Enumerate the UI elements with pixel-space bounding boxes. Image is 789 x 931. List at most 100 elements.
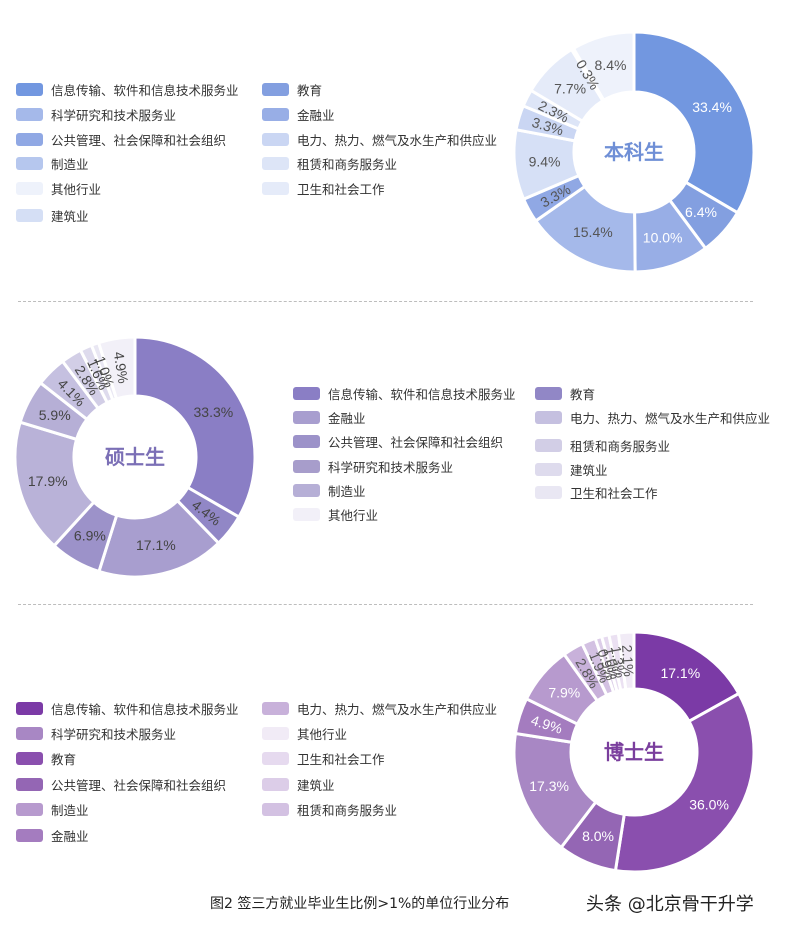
- slice-value-label: 33.4%: [692, 99, 732, 115]
- legend-item: 建筑业: [262, 775, 335, 794]
- legend-item: 电力、热力、燃气及水生产和供应业: [535, 408, 770, 427]
- slice-value-label: 7.7%: [554, 81, 586, 97]
- legend-label: 教育: [570, 387, 596, 402]
- legend-swatch: [16, 803, 43, 816]
- slice-value-label: 6.9%: [74, 527, 106, 543]
- legend-item: 教育: [262, 80, 322, 99]
- legend-label: 电力、热力、燃气及水生产和供应业: [570, 411, 771, 426]
- donut-center-label: 博士生: [604, 740, 664, 764]
- donut-chart-undergrad: 33.4%6.4%10.0%15.4%3.3%9.4%3.3%2.3%7.7%0…: [512, 30, 756, 274]
- legend-swatch: [293, 460, 320, 473]
- legend-item: 信息传输、软件和信息技术服务业: [16, 699, 239, 718]
- legend-item: 金融业: [16, 826, 89, 845]
- legend-swatch: [16, 182, 43, 195]
- legend-swatch: [16, 108, 43, 121]
- legend-item: 租赁和商务服务业: [262, 800, 397, 819]
- legend-label: 卫生和社会工作: [570, 486, 658, 501]
- legend-label: 教育: [51, 752, 77, 767]
- slice-value-label: 17.1%: [660, 665, 700, 681]
- legend-item: 卫生和社会工作: [262, 179, 385, 198]
- legend-label: 电力、热力、燃气及水生产和供应业: [297, 133, 498, 148]
- legend-label: 电力、热力、燃气及水生产和供应业: [297, 702, 498, 717]
- legend-item: 制造业: [293, 481, 366, 500]
- legend-item: 金融业: [262, 105, 335, 124]
- legend-item: 建筑业: [16, 206, 89, 225]
- slice-value-label: 9.4%: [529, 154, 561, 170]
- slice-value-label: 7.9%: [548, 685, 580, 701]
- legend-label: 金融业: [297, 108, 335, 123]
- legend-label: 建筑业: [51, 209, 89, 224]
- legend-label: 公共管理、社会保障和社会组织: [51, 133, 227, 148]
- section-divider: [18, 301, 753, 302]
- legend-swatch: [262, 157, 289, 170]
- legend-swatch: [535, 411, 562, 424]
- donut-center-label: 硕士生: [105, 445, 165, 469]
- donut-slice: [613, 691, 756, 874]
- legend-item: 电力、热力、燃气及水生产和供应业: [262, 130, 497, 149]
- legend-label: 制造业: [328, 484, 366, 499]
- legend-swatch: [16, 727, 43, 740]
- donut-slice: [96, 335, 137, 401]
- legend-label: 教育: [297, 83, 323, 98]
- donut-slice: [632, 30, 756, 215]
- legend-item: 其他行业: [262, 724, 347, 743]
- legend-item: 租赁和商务服务业: [262, 154, 397, 173]
- legend-label: 科学研究和技术服务业: [328, 460, 454, 475]
- donut-slice: [616, 630, 636, 692]
- legend-label: 公共管理、社会保障和社会组织: [328, 435, 504, 450]
- legend-item: 教育: [535, 384, 595, 403]
- donut-center-label: 本科生: [604, 140, 664, 164]
- legend-swatch: [16, 83, 43, 96]
- legend-label: 建筑业: [297, 778, 335, 793]
- legend-item: 制造业: [16, 154, 89, 173]
- donut-slice: [571, 30, 636, 103]
- legend-label: 信息传输、软件和信息技术服务业: [51, 702, 239, 717]
- legend-item: 其他行业: [293, 505, 378, 524]
- legend-swatch: [293, 508, 320, 521]
- legend-swatch: [262, 702, 289, 715]
- legend-swatch: [293, 411, 320, 424]
- legend-swatch: [16, 209, 43, 222]
- legend-item: 电力、热力、燃气及水生产和供应业: [262, 699, 497, 718]
- legend-item: 教育: [16, 749, 76, 768]
- slice-value-label: 15.4%: [573, 224, 613, 240]
- legend-item: 公共管理、社会保障和社会组织: [16, 130, 226, 149]
- slice-value-label: 4.9%: [111, 351, 132, 385]
- legend-label: 其他行业: [328, 508, 379, 523]
- slice-value-label: 8.0%: [582, 828, 614, 844]
- legend-swatch: [16, 157, 43, 170]
- legend-swatch: [293, 387, 320, 400]
- slice-value-label: 33.3%: [194, 404, 234, 420]
- legend-swatch: [16, 752, 43, 765]
- legend-label: 制造业: [51, 803, 89, 818]
- legend-label: 公共管理、社会保障和社会组织: [51, 778, 227, 793]
- legend-label: 信息传输、软件和信息技术服务业: [51, 83, 239, 98]
- slice-value-label: 1.3%: [608, 645, 629, 679]
- legend-label: 信息传输、软件和信息技术服务业: [328, 387, 516, 402]
- legend-label: 金融业: [51, 829, 89, 844]
- legend-item: 卫生和社会工作: [262, 749, 385, 768]
- legend-swatch: [16, 133, 43, 146]
- legend-item: 制造业: [16, 800, 89, 819]
- legend-label: 制造业: [51, 157, 89, 172]
- legend-swatch: [16, 829, 43, 842]
- legend-item: 信息传输、软件和信息技术服务业: [293, 384, 516, 403]
- watermark: 头条 @北京骨干升学: [586, 894, 754, 915]
- legend-item: 建筑业: [535, 460, 608, 479]
- legend-item: 信息传输、软件和信息技术服务业: [16, 80, 239, 99]
- panel-undergrad: 信息传输、软件和信息技术服务业 科学研究和技术服务业 公共管理、社会保障和社会组…: [0, 0, 789, 300]
- slice-value-label: 17.1%: [136, 537, 176, 553]
- slice-value-label: 17.3%: [529, 778, 569, 794]
- legend-label: 租赁和商务服务业: [297, 157, 398, 172]
- legend-label: 租赁和商务服务业: [297, 803, 398, 818]
- legend-item: 科学研究和技术服务业: [293, 457, 453, 476]
- slice-value-label: 8.4%: [595, 57, 627, 73]
- figure-caption: 图2 签三方就业毕业生比例>1%的单位行业分布: [210, 896, 510, 912]
- legend-swatch: [262, 727, 289, 740]
- section-divider: [18, 604, 753, 605]
- legend-label: 建筑业: [570, 463, 608, 478]
- legend-item: 卫生和社会工作: [535, 483, 658, 502]
- legend-swatch: [262, 803, 289, 816]
- legend-item: 租赁和商务服务业: [535, 436, 670, 455]
- legend-item: 科学研究和技术服务业: [16, 105, 176, 124]
